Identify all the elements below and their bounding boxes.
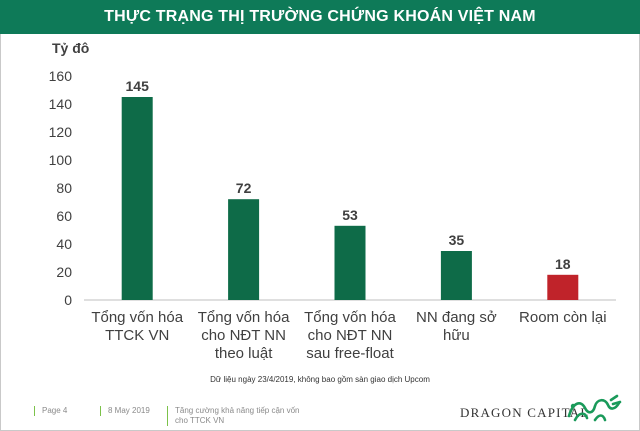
x-tick-label-line: NN đang sở [416,309,497,326]
y-tick-label: 20 [56,264,72,280]
x-tick-label-line: Tổng vốn hóa [198,309,290,326]
y-tick-label: 40 [56,236,72,252]
title-bar: THỰC TRẠNG THỊ TRƯỜNG CHỨNG KHOÁN VIỆT N… [0,0,640,34]
footer: Page 4 8 May 2019 Tăng cường khả năng ti… [0,394,640,431]
x-tick-label-line: cho NĐT NN [201,327,286,344]
y-tick-label: 60 [56,208,72,224]
dragon-logo-icon [567,394,622,422]
x-tick-label-line: cho NĐT NN [308,327,393,344]
x-tick-label-line: hữu [443,327,470,344]
data-note: Dữ liệu ngày 23/4/2019, không bao gồm sà… [210,375,430,384]
bar [121,97,153,300]
x-tick-label: NN đang sở hữu [416,309,497,344]
x-tick-label-line: Tổng vốn hóa [304,309,396,326]
x-tick-label: Room còn lại [519,309,607,326]
y-tick-label: 120 [49,124,73,140]
y-tick-label: 80 [56,180,72,196]
x-tick-label-line: theo luật [215,345,273,362]
data-label: 72 [236,180,252,196]
bar [334,225,366,300]
x-tick-label-line: TTCK VN [105,327,169,344]
x-tick-label-line: Tổng vốn hóa [91,309,183,326]
brand-name: DRAGON CAPITAL [460,405,590,420]
data-label: 145 [126,78,150,94]
footer-topic: Tăng cường khả năng tiếp cận vốn cho TTC… [167,406,299,426]
y-axis-label: Tỷ đô [52,40,89,56]
y-tick-label: 100 [49,152,73,168]
x-tick-label: Tổng vốn hóa cho NĐT NN sau free-float [304,309,396,362]
y-tick-label: 140 [49,96,73,112]
x-tick-label: Tổng vốn hóa TTCK VN [91,309,183,344]
bar-chart: Tỷ đô 0 20 40 60 80 100 120 140 160 145 Tổng vốn hó… [49,40,616,362]
data-label: 18 [555,256,571,272]
footer-page: Page 4 [34,406,67,416]
footer-date: 8 May 2019 [100,406,150,416]
bar [547,274,579,300]
data-label: 35 [449,232,465,248]
y-tick-label: 0 [64,292,72,308]
footer-topic-line2: cho TTCK VN [175,416,225,425]
x-tick-label-line: sau free-float [306,345,394,362]
y-tick-label: 160 [49,68,73,84]
bar [440,251,472,300]
x-tick-label-line: Room còn lại [519,309,607,326]
data-label: 53 [342,207,358,223]
footer-topic-line1: Tăng cường khả năng tiếp cận vốn [175,406,300,415]
slide-title: THỰC TRẠNG THỊ TRƯỜNG CHỨNG KHOÁN VIỆT N… [104,8,536,25]
bar [228,199,260,300]
x-tick-label: Tổng vốn hóa cho NĐT NN theo luật [198,309,290,362]
